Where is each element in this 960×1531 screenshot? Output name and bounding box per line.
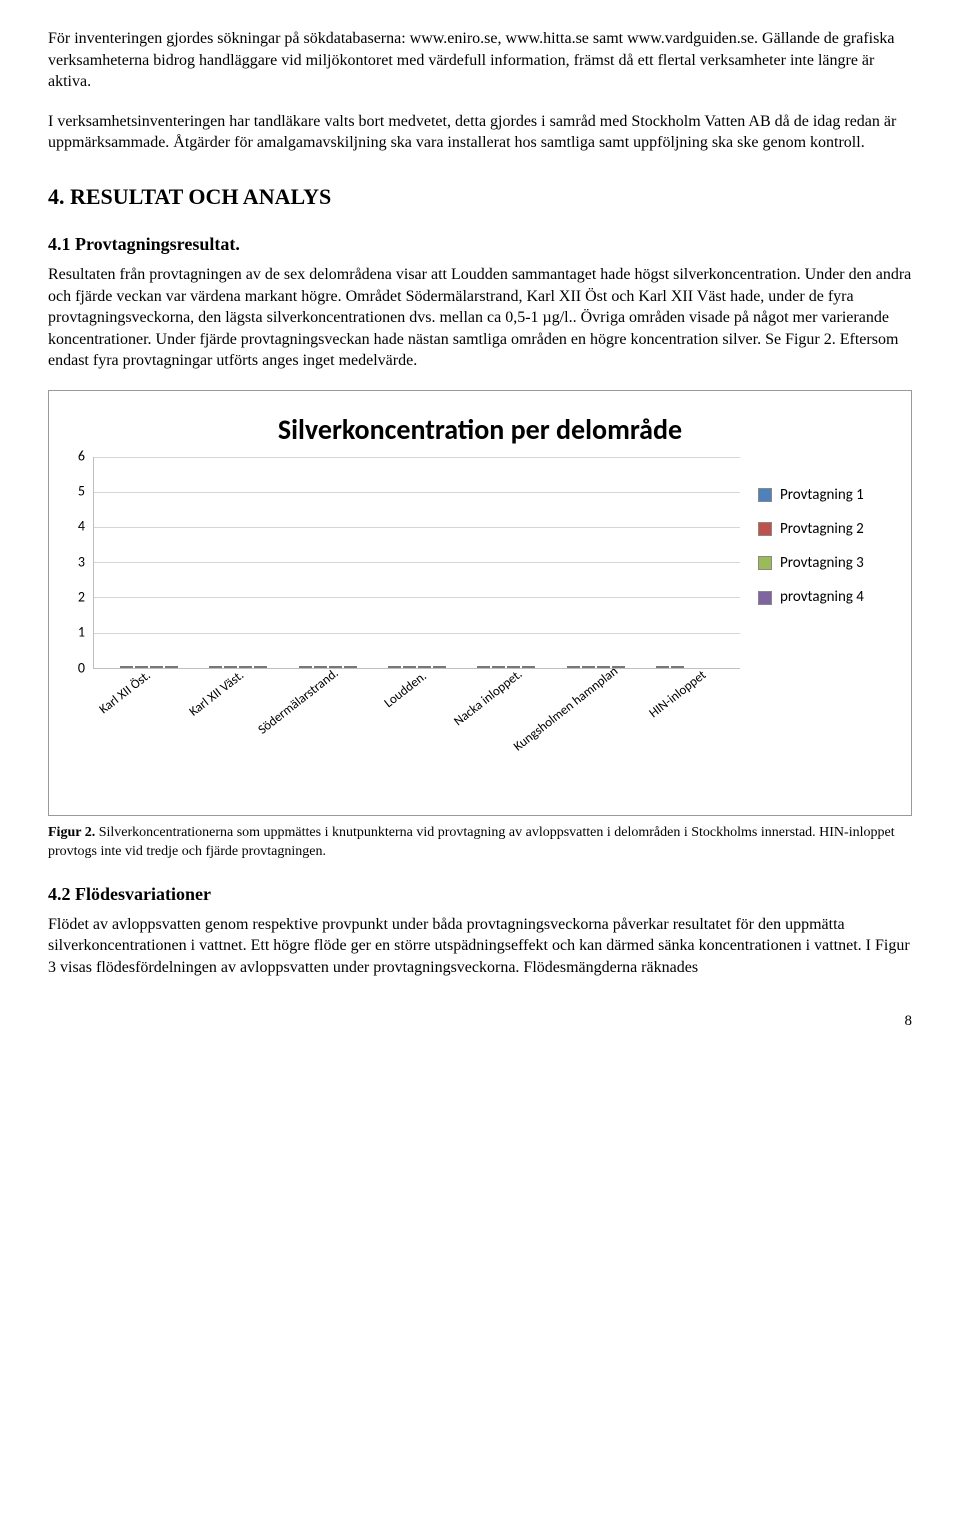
- bar-group: [462, 666, 551, 668]
- x-tick-label: Kungsholmen hamnplan: [555, 671, 647, 767]
- gridline: [94, 492, 740, 493]
- bar: [388, 666, 401, 668]
- legend-swatch: [758, 488, 772, 502]
- bar: [254, 666, 267, 668]
- legend-item: Provtagning 2: [758, 519, 893, 539]
- gridline: [94, 527, 740, 528]
- x-axis-labels: Karl XII Öst.Karl XII Väst.Södermälarstr…: [93, 671, 740, 767]
- gridline: [94, 457, 740, 458]
- bar: [150, 666, 163, 668]
- y-tick-label: 3: [78, 553, 85, 572]
- bar: [671, 666, 684, 668]
- bar: [522, 666, 535, 668]
- bar: [135, 666, 148, 668]
- paragraph-intro-sources: För inventeringen gjordes sökningar på s…: [48, 28, 912, 93]
- bar: [165, 666, 178, 668]
- y-tick-label: 2: [78, 589, 85, 608]
- figure-2-caption: Figur 2. Silverkoncentrationerna som upp…: [48, 824, 912, 862]
- x-tick-label: Karl XII Öst.: [93, 671, 185, 767]
- bar-group: [372, 666, 461, 668]
- chart-frame: Silverkoncentration per delområde 0 1 2 3 4 5…: [48, 390, 912, 816]
- paragraph-inventory: I verksamhetsinventeringen har tandläkar…: [48, 111, 912, 154]
- legend-label: Provtagning 3: [780, 553, 864, 573]
- heading-subsection-4-1: 4.1 Provtagningsresultat.: [48, 232, 912, 256]
- y-tick-label: 0: [78, 659, 85, 678]
- y-tick-label: 5: [78, 483, 85, 502]
- bar: [582, 666, 595, 668]
- bar-group: [104, 666, 193, 668]
- bar: [120, 666, 133, 668]
- legend-swatch: [758, 556, 772, 570]
- bar-group: [641, 666, 730, 668]
- paragraph-results: Resultaten från provtagningen av de sex …: [48, 264, 912, 372]
- bar: [239, 666, 252, 668]
- bar: [314, 666, 327, 668]
- legend-label: provtagning 4: [780, 587, 864, 607]
- legend-swatch: [758, 591, 772, 605]
- bar-group: [551, 666, 640, 668]
- gridline: [94, 633, 740, 634]
- legend-swatch: [758, 522, 772, 536]
- x-tick-label: Loudden.: [370, 671, 462, 767]
- legend-item: provtagning 4: [758, 587, 893, 607]
- chart-title: Silverkoncentration per delområde: [67, 411, 893, 449]
- y-tick-label: 4: [78, 518, 85, 537]
- legend-label: Provtagning 2: [780, 519, 864, 539]
- figure-2-caption-text: Silverkoncentrationerna som uppmättes i …: [48, 825, 895, 859]
- legend-item: Provtagning 3: [758, 553, 893, 573]
- plot-area: [93, 457, 740, 669]
- paragraph-flow: Flödet av avloppsvatten genom respektive…: [48, 914, 912, 979]
- bar: [567, 666, 580, 668]
- x-tick-label: HIN-inloppet: [648, 671, 740, 767]
- y-tick-label: 1: [78, 624, 85, 643]
- x-tick-label: Södermälarstrand.: [278, 671, 370, 767]
- bar: [344, 666, 357, 668]
- bar: [492, 666, 505, 668]
- legend-label: Provtagning 1: [780, 485, 864, 505]
- legend-item: Provtagning 1: [758, 485, 893, 505]
- page-number: 8: [48, 1011, 912, 1031]
- heading-subsection-4-2: 4.2 Flödesvariationer: [48, 882, 912, 906]
- chart-plot: 0123456 Karl XII Öst.Karl XII Väst.Söder…: [67, 457, 740, 707]
- y-tick-label: 6: [78, 447, 85, 466]
- bar: [656, 666, 669, 668]
- figure-2-caption-label: Figur 2.: [48, 825, 95, 840]
- bar: [209, 666, 222, 668]
- chart-legend: Provtagning 1 Provtagning 2 Provtagning 3 p…: [758, 485, 893, 622]
- bar: [433, 666, 446, 668]
- bar: [299, 666, 312, 668]
- gridline: [94, 562, 740, 563]
- y-axis: 0123456: [67, 457, 89, 669]
- bar: [403, 666, 416, 668]
- gridline: [94, 597, 740, 598]
- heading-section-4: 4. RESULTAT OCH ANALYS: [48, 182, 912, 212]
- bar: [477, 666, 490, 668]
